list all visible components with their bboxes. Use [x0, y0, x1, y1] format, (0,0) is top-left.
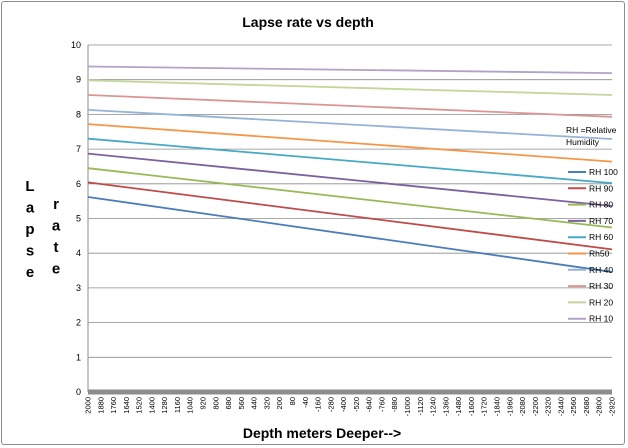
legend-entry: RH 70 [589, 216, 613, 226]
x-tick-label: -2680 [582, 397, 591, 416]
legend-entry: RH 20 [589, 297, 613, 307]
x-tick-label: -640 [365, 397, 374, 412]
x-tick-label: -40 [301, 397, 310, 408]
x-tick-label: 1400 [147, 397, 156, 414]
series-line-rh-60 [87, 137, 613, 185]
x-tick-label: 1760 [109, 397, 118, 414]
y-label-letter: s [26, 243, 34, 260]
x-tick-label: 680 [224, 397, 233, 410]
x-tick-label: -1000 [403, 397, 412, 416]
y-tick-label: 8 [76, 109, 81, 119]
x-tick-label: -400 [339, 397, 348, 412]
x-tick-label: -2800 [595, 397, 604, 416]
y-label-letter: r [53, 196, 59, 213]
x-tick-label: 320 [262, 397, 271, 410]
chart-title: Lapse rate vs depth [242, 14, 374, 30]
legend-note: Humidity [566, 137, 600, 147]
series-line-rh-80 [87, 167, 613, 229]
legend-entry: Rh50 [589, 249, 610, 259]
x-tick-label: -1360 [441, 397, 450, 416]
x-tick-label: 920 [199, 397, 208, 410]
series-line-rh-30 [87, 94, 613, 118]
y-label-letter: t [54, 239, 59, 256]
x-axis-label: Depth meters Deeper--> [243, 425, 401, 441]
x-tick-label: 200 [275, 397, 284, 410]
x-tick-label: -520 [352, 397, 361, 412]
x-tick-label: 560 [237, 397, 246, 410]
series-line-rh-90 [87, 181, 613, 251]
legend-entry: RH 100 [589, 167, 618, 177]
x-tick-label: -1840 [492, 397, 501, 416]
series-line-rh-100 [87, 196, 613, 273]
legend-entry: RH 10 [589, 314, 613, 324]
legend-note: RH =Relative [566, 125, 617, 135]
x-tick-label: -760 [377, 397, 386, 412]
series-line-rh50 [87, 123, 613, 163]
x-tick-label: 1640 [122, 397, 131, 414]
series-line-rh-40 [87, 108, 613, 140]
y-tick-label: 9 [76, 75, 81, 85]
x-tick-label: 800 [211, 397, 220, 410]
legend-entry: RH 40 [589, 265, 613, 275]
x-tick-label: 80 [288, 397, 297, 405]
y-label-letter: e [26, 264, 34, 281]
x-tick-labels: 2000 1880 1760 1640 1520 1400 1280 1160 1040 920 8… [84, 397, 617, 416]
x-tick-label: -1240 [429, 397, 438, 416]
y-label-letter: L [25, 178, 34, 195]
x-tick-label: -1120 [416, 397, 425, 416]
y-tick-label: 3 [76, 283, 81, 293]
series-lines [87, 65, 613, 273]
x-tick-label: -2920 [608, 397, 617, 416]
y-tick-label: 10 [71, 40, 81, 50]
y-label-letter: e [52, 261, 60, 278]
series-line-rh-70 [87, 152, 613, 207]
x-tick-label: 1040 [186, 397, 195, 414]
x-tick-label: -2080 [518, 397, 527, 416]
series-line-rh-20 [87, 79, 613, 96]
legend-entry: RH 90 [589, 183, 613, 193]
y-tick-label: 6 [76, 179, 81, 189]
x-tick-label: -2320 [544, 397, 553, 416]
x-tick-label: -160 [314, 397, 323, 412]
x-tick-label: -1480 [454, 397, 463, 416]
y-tick-label: 1 [76, 352, 81, 362]
y-tick-labels: 0 1 2 3 4 5 6 7 8 9 10 [71, 40, 81, 397]
y-tick-label: 0 [76, 387, 81, 397]
x-tick-label: 440 [250, 397, 259, 410]
legend-entry: RH 60 [589, 232, 613, 242]
x-tick-label: 1880 [96, 397, 105, 414]
x-tick-label: 2000 [84, 397, 93, 414]
series-line-rh-10 [87, 65, 613, 75]
y-label-letter: a [26, 200, 35, 217]
y-label-letter: a [52, 218, 61, 235]
legend-entry: RH 30 [589, 281, 613, 291]
y-tick-label: 4 [76, 248, 81, 258]
x-tick-label: -1600 [467, 397, 476, 416]
x-tick-label: -2200 [531, 397, 540, 416]
x-tick-label: -280 [326, 397, 335, 412]
x-tick-label: 1160 [173, 397, 182, 413]
x-tick-label: 1520 [135, 397, 144, 414]
x-tick-label: -1720 [480, 397, 489, 416]
y-tick-label: 2 [76, 318, 81, 328]
grid-lines [88, 44, 612, 358]
axes [87, 45, 612, 395]
legend-entry: RH 80 [589, 200, 613, 210]
x-tick-label: -1960 [505, 397, 514, 416]
x-tick-label: -2560 [569, 397, 578, 416]
x-tick-label: -880 [390, 397, 399, 412]
x-tick-label: -2440 [556, 397, 565, 416]
y-label-letter: p [25, 221, 34, 238]
legend: RH =Relative Humidity RH 100 RH 90 RH 80 RH 7… [566, 125, 618, 324]
x-tick-label: 1280 [160, 397, 169, 414]
y-tick-label: 7 [76, 144, 81, 154]
y-tick-label: 5 [76, 214, 81, 224]
